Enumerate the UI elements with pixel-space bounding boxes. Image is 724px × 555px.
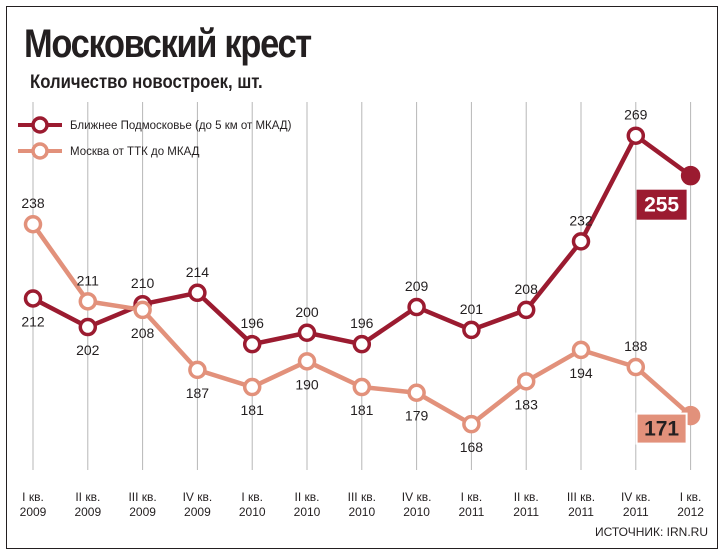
data-label: 196 — [241, 315, 265, 331]
legend-marker — [31, 116, 49, 134]
x-tick-year: 2009 — [184, 505, 211, 519]
legend-label: Ближнее Подмосковье (до 5 км от МКАД) — [70, 120, 292, 132]
data-point — [462, 320, 481, 340]
x-tick-label: I кв. — [22, 490, 44, 504]
data-label: 179 — [405, 408, 429, 424]
data-point — [407, 297, 426, 317]
data-label: 188 — [624, 338, 648, 354]
data-label: 238 — [21, 195, 45, 211]
data-point — [352, 334, 372, 354]
x-tick-year: 2011 — [568, 505, 594, 519]
data-point — [78, 317, 98, 337]
legend-marker — [31, 142, 49, 160]
callout-value: 171 — [644, 418, 679, 441]
x-tick-label: IV кв. — [402, 490, 432, 504]
data-label: 208 — [515, 281, 539, 297]
series-near-moscow-region: 212 202 210 214 196 200 196 209 201 208 232 269 255 — [21, 107, 701, 358]
data-label: 190 — [295, 376, 319, 392]
x-tick-label: II кв. — [514, 490, 539, 504]
legend: Ближнее Подмосковье (до 5 км от МКАД) Мос… — [18, 116, 292, 160]
data-point — [626, 126, 646, 145]
chart-frame — [6, 6, 718, 549]
x-tick-year: 2011 — [623, 505, 649, 519]
data-point — [242, 334, 262, 354]
callout-value: 255 — [644, 194, 679, 217]
x-tick-year: 2009 — [74, 505, 101, 519]
data-label: 187 — [186, 385, 210, 401]
data-point — [516, 300, 536, 320]
data-point — [23, 214, 43, 234]
data-label: 214 — [186, 264, 210, 280]
data-label: 232 — [569, 212, 593, 228]
callout-box — [636, 189, 687, 220]
source-note: ИСТОЧНИК: IRN.RU — [594, 525, 708, 539]
data-point — [407, 383, 426, 402]
data-point — [626, 357, 646, 377]
data-point — [680, 165, 701, 186]
x-tick-year: 2011 — [458, 505, 484, 519]
data-point — [352, 377, 372, 397]
x-tick-year: 2010 — [294, 505, 321, 519]
data-label: 209 — [405, 278, 429, 294]
data-point — [78, 292, 98, 311]
x-tick-year: 2012 — [677, 505, 704, 519]
data-point — [188, 360, 207, 380]
chart-title: Московский крест — [24, 22, 312, 66]
data-label: 201 — [460, 301, 484, 317]
x-tick-label: III кв. — [567, 490, 595, 504]
x-tick-label: III кв. — [348, 490, 376, 504]
x-tick-label: I кв. — [241, 490, 263, 504]
data-point — [516, 372, 536, 391]
data-point — [242, 377, 262, 397]
data-label: 211 — [77, 272, 100, 288]
x-tick-year: 2010 — [239, 505, 266, 519]
data-point — [571, 340, 591, 360]
x-tick-label: I кв. — [680, 490, 702, 504]
data-label: 181 — [350, 402, 374, 418]
data-point — [133, 300, 152, 320]
data-point — [297, 352, 317, 371]
data-point — [571, 232, 591, 251]
x-tick-label: II кв. — [295, 490, 320, 504]
x-tick-year: 2010 — [403, 505, 430, 519]
legend-label: Москва от ТТК до МКАД — [70, 146, 200, 158]
data-point — [23, 289, 43, 308]
x-tick-label: IV кв. — [621, 490, 651, 504]
data-label: 202 — [76, 342, 100, 358]
data-point — [297, 323, 317, 343]
data-label: 168 — [460, 439, 484, 455]
x-tick-year: 2011 — [513, 505, 539, 519]
x-tick-year: 2009 — [129, 505, 156, 519]
callout-box — [635, 412, 688, 445]
data-label: 208 — [131, 325, 155, 341]
data-label: 200 — [295, 304, 319, 320]
last-value-callout: 255 — [636, 189, 687, 220]
data-point — [188, 283, 207, 303]
data-label: 269 — [624, 107, 648, 123]
data-label: 212 — [21, 313, 45, 329]
x-tick-label: IV кв. — [183, 490, 213, 504]
data-label: 196 — [350, 315, 374, 331]
chart-subtitle: Количество новостроек, шт. — [30, 72, 263, 93]
x-tick-label: II кв. — [75, 490, 100, 504]
data-label: 183 — [515, 396, 539, 412]
x-tick-year: 2010 — [348, 505, 375, 519]
x-tick-label: I кв. — [461, 490, 483, 504]
last-value-callout: 171 — [635, 412, 688, 445]
grid-lines — [32, 102, 692, 470]
data-label: 181 — [241, 402, 265, 418]
x-tick-label: III кв. — [128, 490, 156, 504]
series-moscow-ttk-mkad: 238 211 208 187 181 190 181 179 168 183 194 188 171 — [21, 195, 701, 455]
data-label: 210 — [131, 275, 155, 291]
data-label: 194 — [569, 365, 593, 381]
data-point — [462, 414, 481, 434]
x-tick-year: 2009 — [20, 505, 47, 519]
